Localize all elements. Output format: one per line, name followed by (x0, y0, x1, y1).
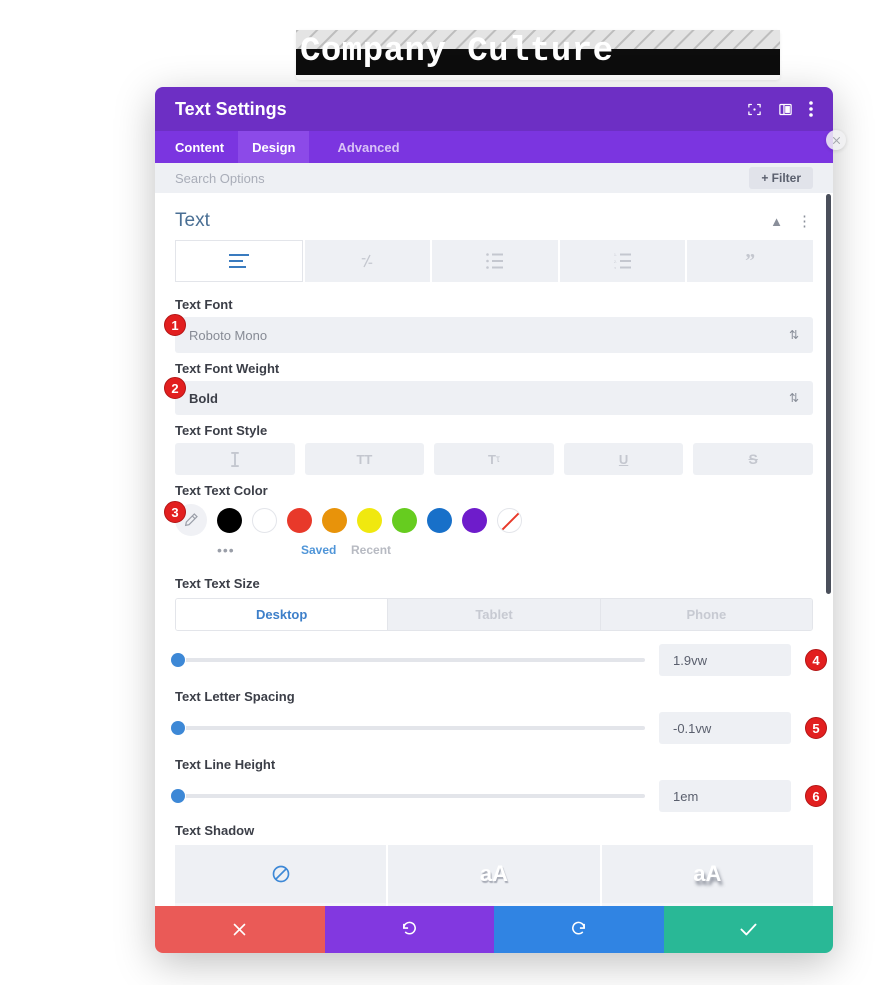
svg-text:2.: 2. (614, 260, 617, 264)
svg-text:1.: 1. (614, 253, 617, 257)
svg-text:3.: 3. (614, 267, 617, 270)
